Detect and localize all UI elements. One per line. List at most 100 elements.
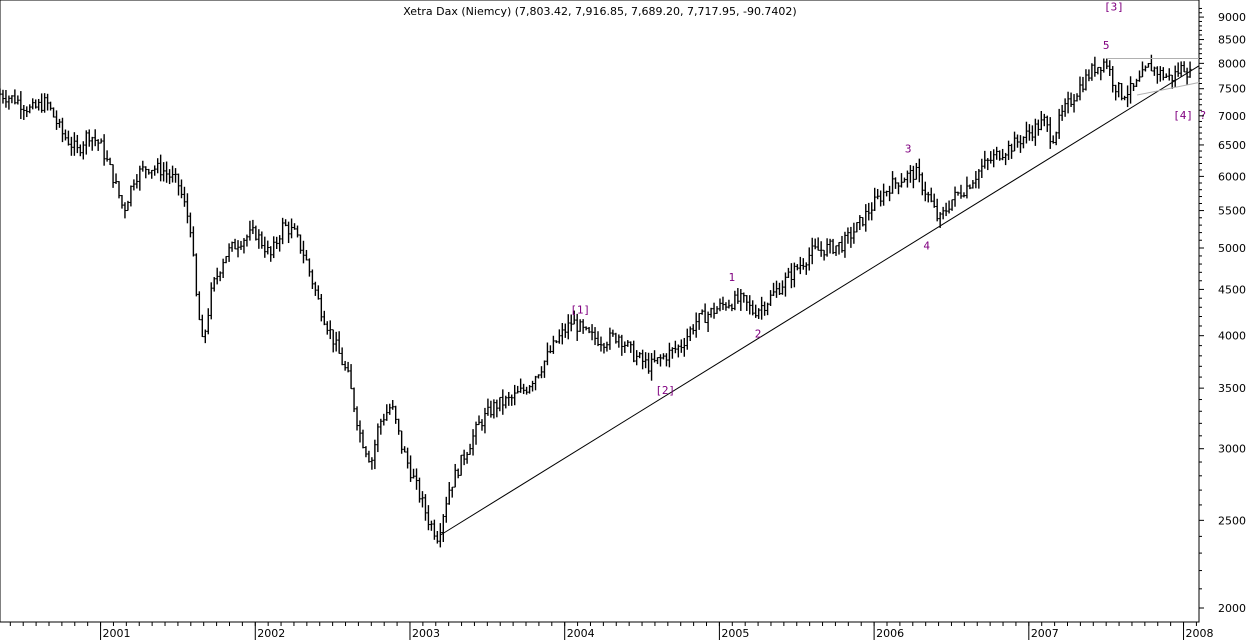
ohlc-bar	[745, 295, 749, 311]
ohlc-bar	[406, 447, 410, 469]
x-axis: 2001 2002 2003 2004 2005 2006 2007 2008	[9, 622, 1214, 640]
x-tick-label: 2005	[721, 627, 749, 640]
ohlc-bar	[569, 314, 573, 332]
ohlc-bar	[1066, 91, 1070, 114]
ohlc-bar	[102, 134, 106, 166]
ohlc-bar	[700, 309, 704, 315]
ohlc-bar	[894, 177, 898, 189]
y-tick-label: 5000	[1218, 242, 1246, 255]
ohlc-bar	[290, 218, 294, 239]
ohlc-bar	[620, 334, 624, 356]
ohlc-bar	[129, 185, 133, 207]
wave-label: 4	[923, 240, 930, 253]
ohlc-bar	[995, 146, 999, 160]
ohlc-bar	[647, 352, 651, 374]
y-tick-label: 7500	[1218, 83, 1246, 96]
ohlc-bar	[858, 215, 862, 231]
ohlc-bar	[1030, 125, 1034, 142]
ohlc-bar	[486, 398, 490, 416]
ohlc-bar	[123, 202, 127, 219]
ohlc-bar	[75, 134, 79, 154]
ohlc-bar	[1102, 58, 1106, 73]
ohlc-bar	[534, 375, 538, 391]
ohlc-bar	[382, 413, 386, 426]
y-tick-label: 3500	[1218, 382, 1246, 395]
chart-title: Xetra Dax (Niemcy) (7,803.42, 7,916.85, …	[403, 5, 796, 18]
ohlc-bar	[962, 192, 966, 198]
ohlc-bar	[293, 223, 297, 230]
ohlc-bar	[459, 454, 463, 476]
ohlc-bar	[275, 236, 279, 250]
ohlc-bar	[1069, 92, 1073, 107]
ohlc-bar	[596, 331, 600, 347]
ohlc-bar	[233, 238, 237, 250]
ohlc-bar	[709, 307, 713, 318]
ohlc-bar	[1001, 148, 1005, 161]
wave-label: 2	[755, 328, 762, 341]
ohlc-bar	[248, 220, 252, 241]
ohlc-bar	[340, 347, 344, 366]
ohlc-bar	[522, 383, 526, 395]
ohlc-bar	[611, 329, 615, 337]
ohlc-bar	[1090, 63, 1094, 81]
plot-area: [1] [2] 1 2 3 4 [3] 5 [4] ?	[0, 0, 1206, 623]
ohlc-bar	[1063, 98, 1067, 117]
ohlc-bar	[447, 482, 451, 505]
y-tick-label: 2500	[1218, 514, 1246, 527]
ohlc-bar	[938, 212, 942, 228]
ohlc-bar	[474, 421, 478, 445]
ohlc-bar	[364, 446, 368, 458]
ohlc-bar	[1185, 67, 1189, 85]
ohlc-bar	[1048, 117, 1052, 149]
x-tick-label: 2004	[567, 627, 595, 640]
ohlc-bar	[218, 271, 222, 282]
y-tick-label: 5500	[1218, 205, 1246, 218]
ohlc-bar	[908, 165, 912, 183]
ohlc-bar	[718, 298, 722, 312]
ohlc-bar	[864, 204, 868, 232]
wave-label: 1	[728, 271, 735, 284]
ohlc-bar	[766, 302, 770, 316]
channel-line-2	[1137, 81, 1200, 96]
ohlc-bar	[769, 290, 773, 306]
ohlc-bar	[150, 169, 154, 179]
ohlc-bar	[99, 138, 103, 144]
ohlc-bar	[682, 337, 686, 357]
ohlc-bar	[72, 132, 76, 156]
ohlc-bar	[676, 344, 680, 358]
ohlc-bar	[120, 194, 124, 209]
ohlc-bar	[623, 341, 627, 353]
ohlc-bar	[349, 364, 353, 390]
ohlc-bar	[52, 107, 56, 118]
ohlc-bar	[93, 129, 97, 147]
ohlc-bar	[206, 308, 210, 335]
ohlc-bar	[266, 240, 270, 255]
ohlc-bar	[456, 468, 460, 479]
ohlc-bar	[653, 350, 657, 363]
ohlc-bar	[795, 264, 799, 271]
ohlc-bar	[1111, 66, 1115, 93]
ohlc-bar	[545, 342, 549, 366]
ohlc-bar	[929, 187, 933, 203]
ohlc-bar	[105, 150, 109, 162]
ohlc-bar	[813, 238, 817, 250]
ohlc-bar	[599, 336, 603, 352]
ohlc-bar	[519, 378, 523, 393]
ohlc-bar	[1143, 65, 1147, 72]
ohlc-bar	[1126, 85, 1130, 108]
ohlc-bar	[751, 300, 755, 316]
ohlc-bar	[254, 225, 258, 241]
ohlc-bar	[507, 391, 511, 406]
ohlc-bar	[944, 202, 948, 217]
ohlc-bar	[560, 323, 564, 345]
ohlc-bar	[1039, 110, 1043, 131]
ohlc-bar	[1105, 57, 1109, 70]
wave-label: 3	[905, 142, 912, 155]
ohlc-bar	[831, 238, 835, 255]
y-tick-label: 2000	[1218, 602, 1246, 615]
ohlc-bar	[165, 161, 169, 183]
ohlc-bar	[25, 106, 29, 118]
ohlc-bar	[855, 222, 859, 233]
ohlc-bar	[905, 170, 909, 188]
ohlc-bar	[914, 162, 918, 180]
